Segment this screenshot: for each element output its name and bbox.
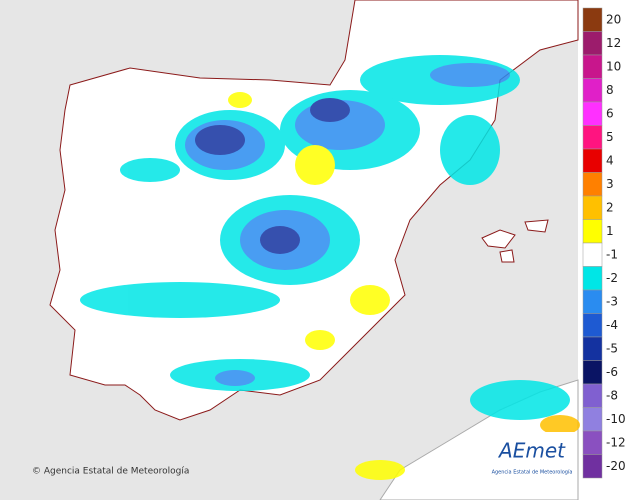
legend-swatch bbox=[582, 78, 603, 103]
legend-swatch bbox=[582, 125, 603, 150]
legend-label: 20 bbox=[606, 12, 621, 26]
legend-swatch bbox=[582, 360, 603, 385]
legend: 20 12 10 8 6 5 4 3 2 1 -1 -2 -3 -4 -5 -6 -8 -10 -12 -20 bbox=[582, 7, 626, 479]
legend-label: 8 bbox=[606, 83, 614, 97]
legend-swatch bbox=[582, 289, 603, 314]
legend-swatch bbox=[582, 172, 603, 197]
legend-label: -1 bbox=[606, 247, 618, 261]
legend-swatch bbox=[582, 54, 603, 79]
legend-swatch bbox=[582, 266, 603, 291]
legend-label: -8 bbox=[606, 388, 618, 402]
credit: © Agencia Estatal de Meteorología bbox=[32, 467, 189, 477]
legend-swatch bbox=[582, 430, 603, 455]
logo-subtitle: Agencia Estatal de Meteorología bbox=[492, 469, 573, 476]
legend-label: -2 bbox=[606, 271, 618, 285]
legend-swatch bbox=[582, 101, 603, 126]
legend-swatch bbox=[582, 336, 603, 361]
legend-label: -6 bbox=[606, 365, 618, 379]
legend-label: 2 bbox=[606, 200, 614, 214]
legend-swatch bbox=[582, 148, 603, 173]
legend-label: 5 bbox=[606, 130, 614, 144]
legend-label: 12 bbox=[606, 36, 621, 50]
legend-label: -12 bbox=[606, 435, 626, 449]
logo-box bbox=[488, 432, 576, 480]
legend-label: -20 bbox=[606, 459, 626, 473]
legend-label: 3 bbox=[606, 177, 614, 191]
legend-label: -3 bbox=[606, 294, 618, 308]
legend-label: 4 bbox=[606, 153, 614, 167]
anomaly-areas bbox=[80, 55, 580, 480]
legend-swatch bbox=[582, 7, 603, 32]
logo: AEmet bbox=[497, 439, 566, 463]
legend-swatch bbox=[582, 195, 603, 220]
legend-swatch bbox=[582, 383, 603, 408]
legend-label: 1 bbox=[606, 224, 614, 238]
legend-swatch bbox=[582, 454, 603, 479]
legend-label: -10 bbox=[606, 412, 626, 426]
legend-label: -4 bbox=[606, 318, 618, 332]
legend-label: 6 bbox=[606, 106, 614, 120]
legend-swatch bbox=[582, 407, 603, 432]
legend-swatch bbox=[582, 313, 603, 338]
legend-label: 10 bbox=[606, 59, 621, 73]
legend-swatch bbox=[582, 242, 603, 267]
legend-swatch bbox=[582, 31, 603, 56]
legend-swatch bbox=[582, 219, 603, 244]
legend-label: -5 bbox=[606, 341, 618, 355]
